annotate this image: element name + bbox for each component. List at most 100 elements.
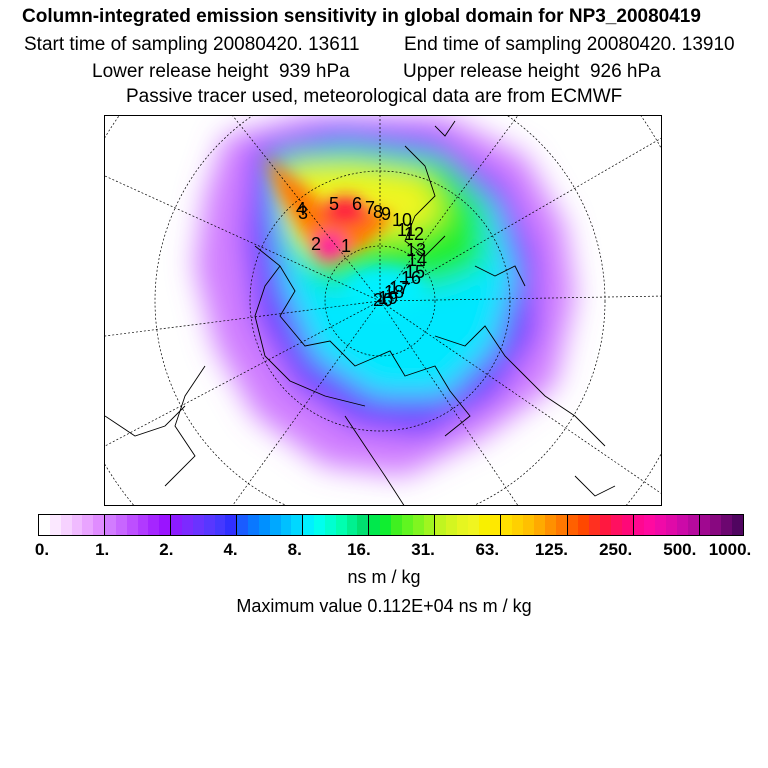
colorbar-swatch — [478, 515, 490, 535]
colorbar-tick-label: 2. — [159, 540, 174, 559]
release-label-16: 16 — [401, 268, 421, 288]
release-label-7: 7 — [365, 198, 375, 218]
colorbar-swatch — [698, 515, 711, 535]
colorbar-swatch — [126, 515, 138, 535]
colorbar-swatch — [71, 515, 83, 535]
colorbar-swatch — [467, 515, 479, 535]
colorbar-swatch — [258, 515, 270, 535]
colorbar-tick-label: 8. — [287, 540, 302, 559]
max-value: Maximum value 0.112E+04 ns m / kg — [236, 596, 532, 616]
release-label-8: 8 — [373, 202, 383, 222]
colorbar-swatch — [600, 515, 611, 535]
colorbar-swatch — [676, 515, 688, 535]
colorbar-swatch — [203, 515, 215, 535]
map-plot-area: 1 2 3 4 5 6 7 8 9 10 11 12 13 14 15 16 17 18 19 20 — [104, 115, 662, 506]
colorbar-swatch — [401, 515, 413, 535]
colorbar-swatch — [666, 515, 677, 535]
colorbar-swatch — [523, 515, 534, 535]
colorbar-swatch — [314, 515, 325, 535]
release-label-20: 20 — [373, 290, 393, 310]
colorbar-units: ns m / kg — [347, 567, 421, 587]
colorbar-swatch — [357, 515, 369, 535]
plume-level-red — [323, 197, 367, 225]
colorbar-tick-label: 250. — [599, 540, 633, 559]
release-label-18: 18 — [384, 282, 404, 302]
colorbar-swatch — [423, 515, 435, 535]
release-label-11: 11 — [397, 220, 416, 240]
colorbar-tick-label: 125. — [534, 540, 568, 559]
colorbar-swatch — [291, 515, 303, 535]
colorbar-swatch — [302, 515, 315, 535]
colorbar-swatch — [655, 515, 667, 535]
colorbar-swatch — [732, 515, 743, 535]
release-label-3: 3 — [298, 203, 308, 223]
colorbar-tick-label: 0. — [34, 540, 50, 559]
graticule — [105, 116, 661, 505]
colorbar-swatch — [644, 515, 656, 535]
release-label-19: 19 — [378, 288, 398, 308]
release-label-15: 15 — [405, 262, 425, 282]
release-label-12: 12 — [404, 224, 424, 244]
colorbar-tick-label: 1. — [95, 540, 110, 559]
upper-release-height: Upper release height 926 hPa — [403, 61, 661, 82]
colorbar-swatch — [368, 515, 381, 535]
colorbar-swatch — [512, 515, 524, 535]
colorbar-swatch — [710, 515, 722, 535]
colorbar-swatch — [555, 515, 567, 535]
colorbar-tick-label: 500. — [663, 540, 697, 559]
tracer-note: Passive tracer used, meteorological data… — [126, 86, 623, 107]
colorbar-swatch — [225, 515, 237, 535]
release-label-10: 10 — [392, 210, 412, 230]
chart-title: Column-integrated emission sensitivity i… — [22, 6, 701, 27]
colorbar-swatch — [346, 515, 358, 535]
lower-release-height: Lower release height 939 hPa — [92, 61, 350, 82]
colorbar — [38, 514, 744, 536]
colorbar-swatch — [148, 515, 160, 535]
colorbar-swatch — [39, 515, 50, 535]
colorbar-swatch — [533, 515, 545, 535]
plume-level-cyan-core — [345, 269, 425, 313]
colorbar-swatch — [544, 515, 556, 535]
colorbar-tick-label: 16. — [347, 540, 371, 559]
colorbar-swatch — [721, 515, 733, 535]
colorbar-swatch — [500, 515, 513, 535]
colorbar-swatch — [170, 515, 182, 535]
colorbar-swatch — [380, 515, 391, 535]
colorbar-swatch — [192, 515, 204, 535]
colorbar-swatch — [93, 515, 105, 535]
start-time: Start time of sampling 20080420. 13611 — [24, 34, 360, 55]
release-label-14: 14 — [407, 250, 427, 270]
colorbar-swatch — [82, 515, 94, 535]
release-label-6: 6 — [352, 194, 362, 214]
colorbar-swatch — [214, 515, 226, 535]
colorbar-swatch — [489, 515, 501, 535]
colorbar-swatch — [446, 515, 458, 535]
colorbar-swatch — [566, 515, 579, 535]
release-label-17: 17 — [389, 278, 409, 298]
colorbar-swatch — [434, 515, 447, 535]
colorbar-swatch — [632, 515, 645, 535]
colorbar-swatch — [687, 515, 699, 535]
colorbar-swatch — [236, 515, 249, 535]
colorbar-swatch — [589, 515, 601, 535]
colorbar-tick-label: 4. — [223, 540, 238, 559]
colorbar-swatch — [137, 515, 149, 535]
colorbar-swatch — [104, 515, 116, 535]
colorbar-swatch — [335, 515, 347, 535]
colorbar-tick-label: 1000. — [708, 540, 752, 559]
release-label-9: 9 — [381, 204, 391, 224]
colorbar-swatch — [181, 515, 193, 535]
release-label-5: 5 — [329, 194, 339, 214]
colorbar-swatch — [60, 515, 72, 535]
colorbar-swatch — [280, 515, 292, 535]
plume-level-magenta — [314, 232, 346, 260]
colorbar-tick-label: 31. — [411, 540, 435, 559]
colorbar-swatch — [115, 515, 127, 535]
release-label-2: 2 — [311, 234, 321, 254]
colorbar-swatch — [457, 515, 468, 535]
colorbar-swatch — [621, 515, 633, 535]
colorbar-swatch — [248, 515, 259, 535]
colorbar-swatch — [578, 515, 590, 535]
